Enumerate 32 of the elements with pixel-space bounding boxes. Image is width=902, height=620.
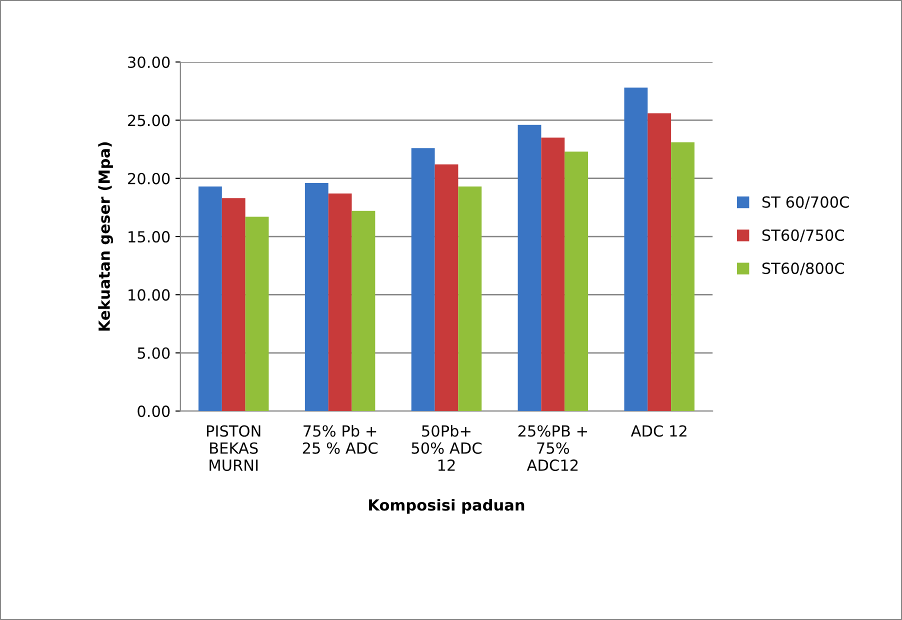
y-tick-label: 25.00 [128,114,170,126]
legend-label: ST60/750C [762,229,844,242]
bar [245,216,269,412]
bar [304,183,328,412]
bar [564,152,588,412]
y-tick-label: 0.00 [138,406,170,418]
bar [541,138,565,412]
x-tick-label: 75% Pb + 25 % ADC [302,424,378,454]
bar [352,210,376,412]
x-tick-label: 25%PB + 75% ADC12 [518,425,587,471]
y-tick-label: 10.00 [128,289,170,301]
x-axis-title: Komposisi paduan [369,498,524,514]
bar [198,186,222,412]
bar [624,88,648,412]
legend-label: ST 60/700C [762,196,849,210]
y-tick-label: 15.00 [128,230,170,243]
bar [328,193,352,412]
bar [518,124,542,412]
x-tick-label: 50Pb+ 50% ADC 12 [412,424,482,471]
y-tick-label: 20.00 [128,172,170,184]
bar [648,113,672,412]
bar [434,164,458,412]
x-tick-label: ADC 12 [630,425,686,437]
bar [458,186,482,412]
bar [411,148,435,412]
y-tick-label: 5.00 [138,347,170,359]
x-tick-label: PISTON BEKAS MURNI [207,425,260,471]
y-axis-title: Kekuatan geser (Mpa) [98,142,114,331]
y-tick-label: 30.00 [128,56,170,68]
bar [222,198,246,412]
bar [671,142,694,412]
legend-label: ST60/800C [762,262,844,276]
